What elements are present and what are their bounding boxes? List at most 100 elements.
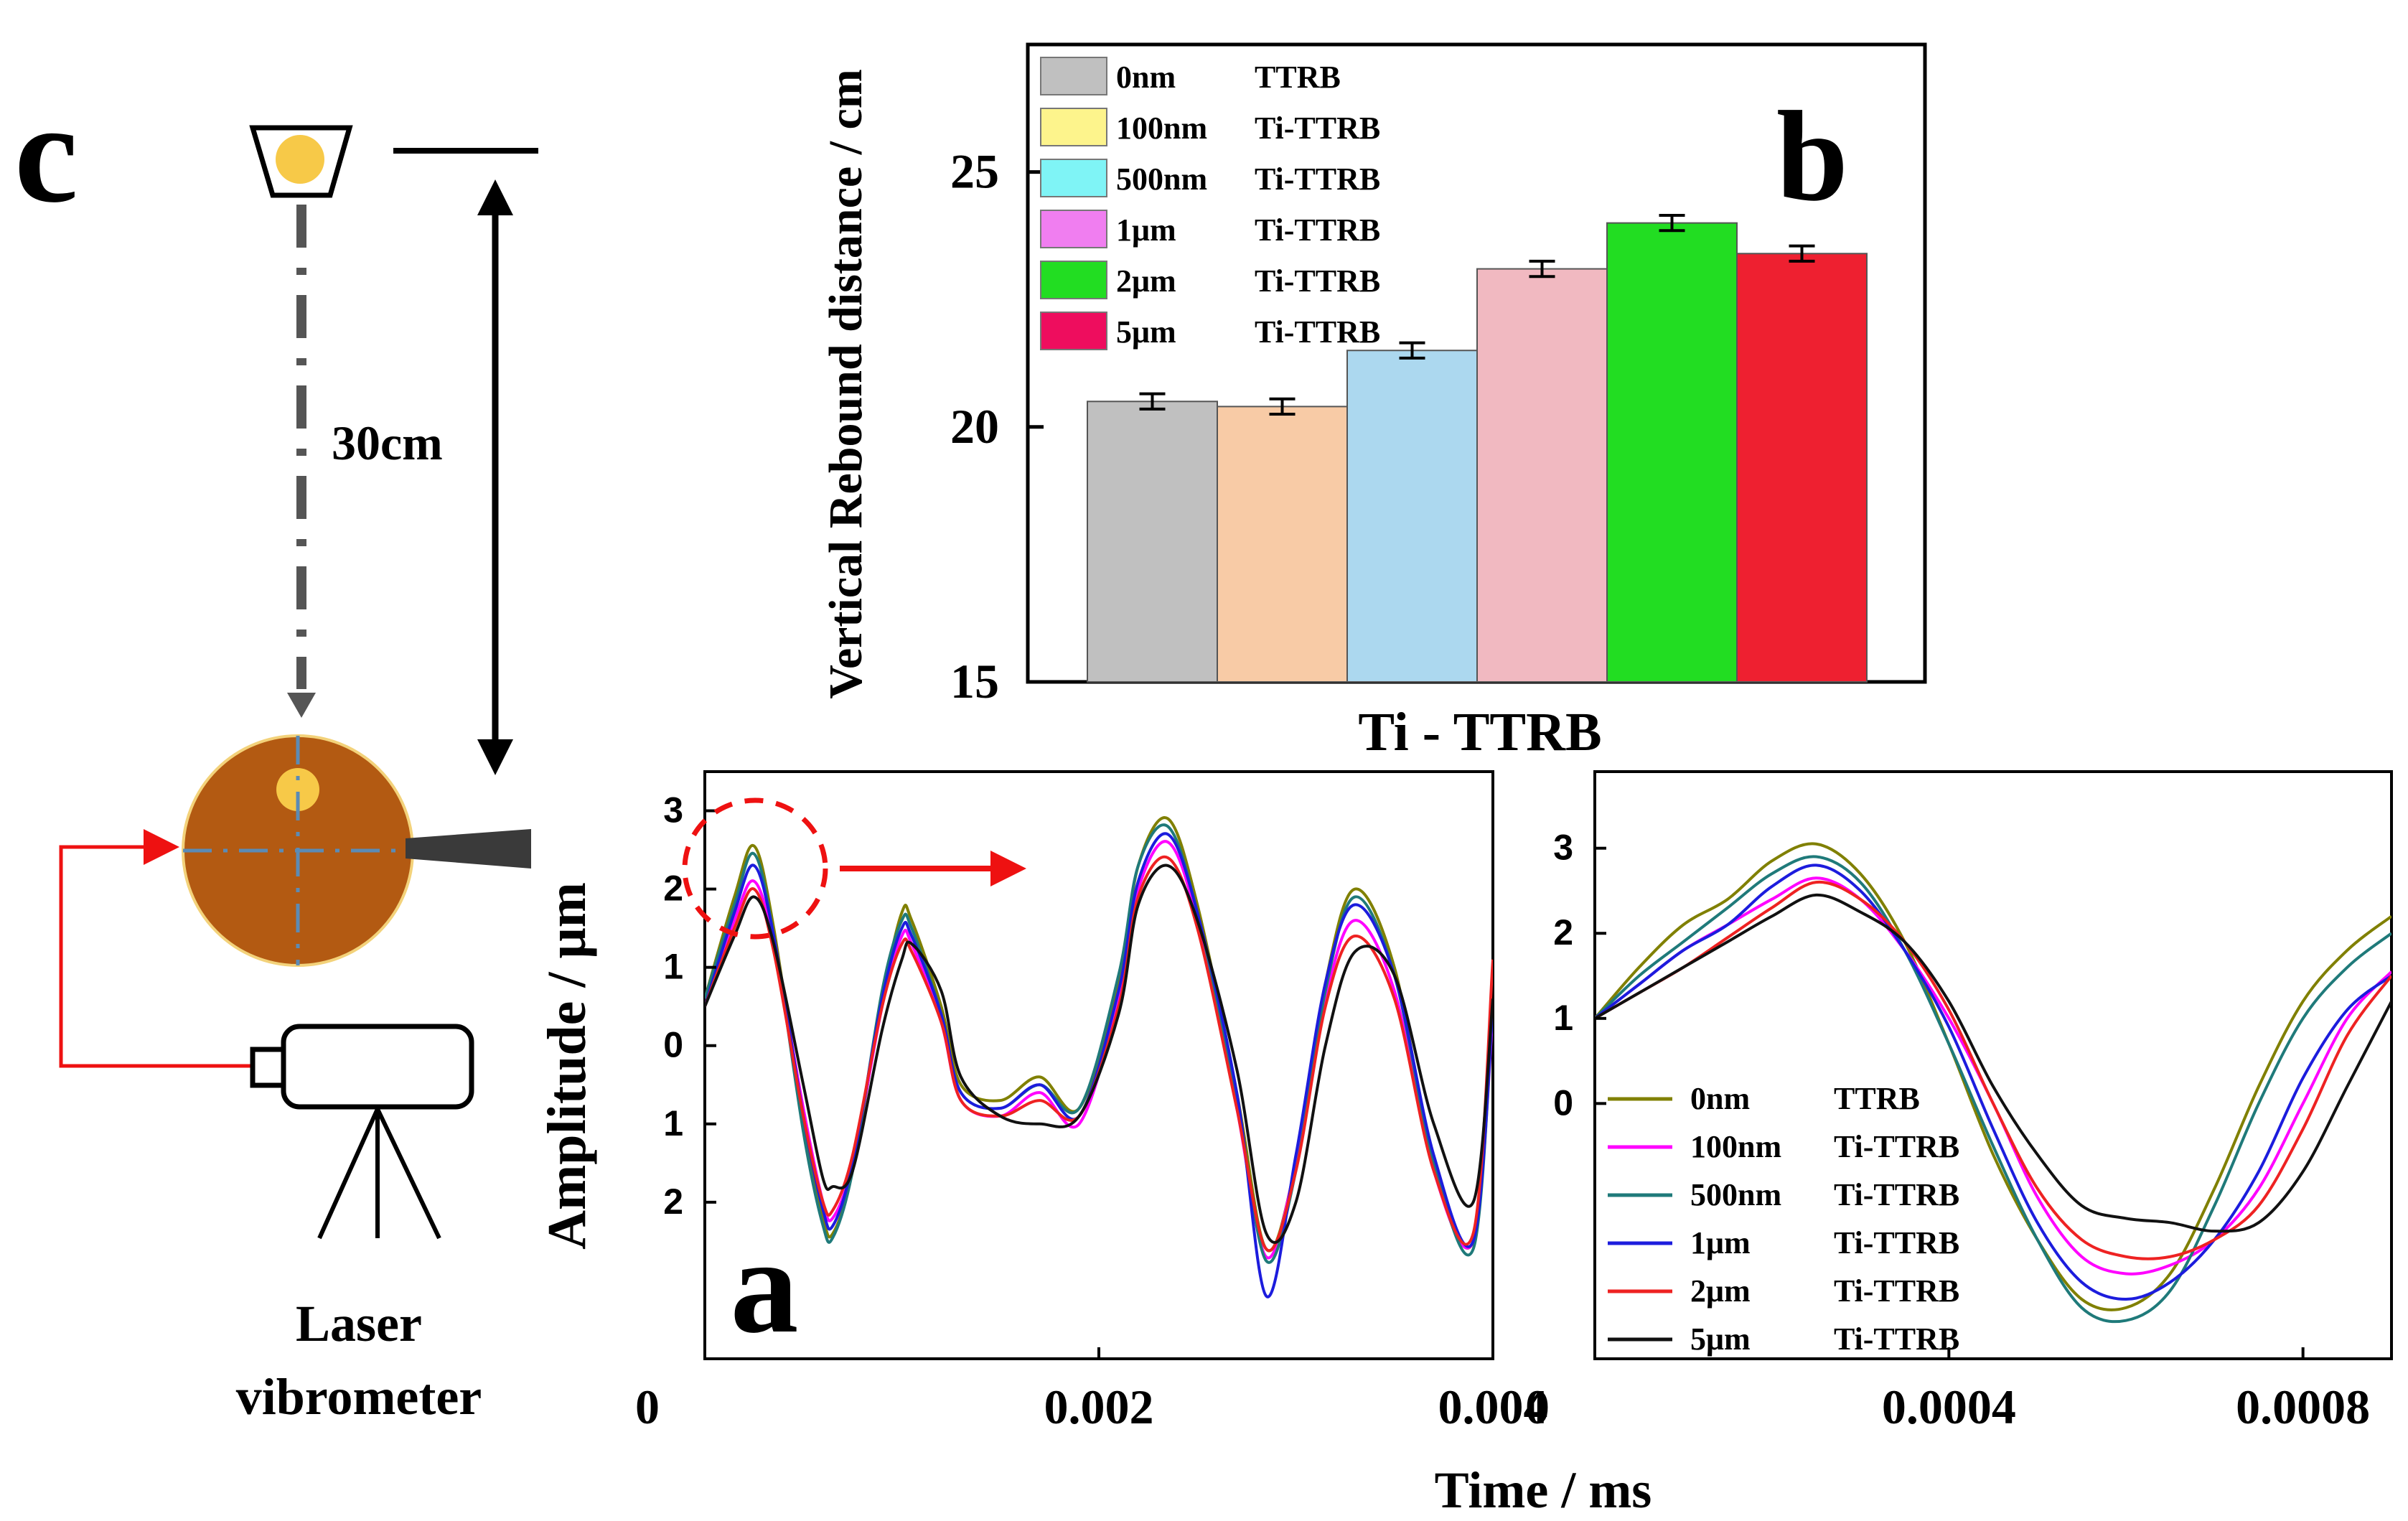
legend-swatch-0 (1040, 57, 1107, 95)
vibration-chart-y-ticks: 3 2 1 0 1 2 (663, 790, 716, 1222)
legend-size-3: 1μm (1116, 212, 1176, 248)
tripod-leg-right (375, 1108, 441, 1240)
legend-swatch-3 (1040, 210, 1107, 248)
zoom-series-2 (1595, 855, 2391, 1324)
vibrometer-body (281, 1024, 474, 1110)
legend-swatch-4 (1040, 261, 1107, 299)
vib-y-tick-label-2: 1 (663, 947, 683, 987)
legend-name-1: Ti-TTRB (1255, 111, 1380, 146)
signal-feedback-line (59, 829, 284, 1068)
setup-schematic: c 30cm Laser vibrometer (14, 74, 538, 1426)
zoom-legend-size-2: 500nm (1690, 1177, 1781, 1212)
bar-0 (1087, 401, 1218, 683)
zoom-chart-x-ticks: 0 0.0004 0.0008 (1525, 1347, 2370, 1434)
legend-size-2: 500nm (1116, 162, 1207, 197)
bar-chart-y-ticks: 15 20 25 (950, 144, 1044, 708)
bar-y-tick-label-1: 20 (950, 399, 999, 454)
arrow-up-icon (477, 179, 513, 215)
legend-size-4: 2μm (1116, 263, 1176, 299)
zoom-y-tick-label-1: 2 (1553, 912, 1573, 953)
laser-beam-icon (406, 829, 531, 869)
bar-chart-panel: 15 20 25 0nm TTRB 100nm Ti-TTRB 500nm Ti-TTRB 1μ… (820, 42, 1927, 762)
legend-swatch-2 (1040, 159, 1107, 197)
zoom-legend-name-0: TTRB (1834, 1081, 1920, 1116)
panel-label-a: a (731, 1211, 799, 1362)
zoom-legend-size-3: 1μm (1690, 1225, 1751, 1260)
vib-x-tick-label-1: 0.002 (1044, 1380, 1154, 1434)
vib-x-tick-label-2: 0.004 (1438, 1380, 1548, 1434)
zoom-legend-size-1: 100nm (1690, 1129, 1781, 1164)
bar-4 (1606, 222, 1738, 683)
panel-label-b: b (1776, 85, 1848, 228)
legend-swatch-1 (1040, 108, 1107, 146)
vibrometer-lens-icon (250, 1047, 286, 1088)
vibration-chart-panel: 3 2 1 0 1 2 0 0.002 0.004 Amplitude / μm a (537, 770, 1548, 1434)
vibration-chart-x-ticks: 0 0.002 0.004 (635, 1347, 1548, 1434)
legend-name-2: Ti-TTRB (1255, 162, 1380, 197)
zoom-series-0 (1595, 842, 2391, 1311)
zoom-legend-name-2: Ti-TTRB (1834, 1177, 1959, 1212)
zoom-series-3 (1595, 864, 2391, 1301)
bar-3 (1476, 268, 1608, 683)
vib-series-3 (705, 832, 1493, 1298)
zoom-legend-name-3: Ti-TTRB (1834, 1225, 1959, 1260)
legend-size-5: 5μm (1116, 314, 1176, 350)
zoom-x-tick-label-0: 0 (1525, 1380, 1550, 1434)
ball-icon (276, 135, 324, 184)
arrow-down-icon (477, 739, 513, 775)
zoom-y-tick-label-0: 3 (1553, 828, 1573, 868)
vib-y-tick-label-1: 2 (663, 869, 683, 909)
vibrometer-label-1: Laser (296, 1295, 422, 1352)
vib-y-tick-label-5: 2 (663, 1181, 683, 1222)
bar-y-tick-label-0: 15 (950, 654, 999, 708)
vibrometer-label-2: vibrometer (236, 1368, 482, 1426)
zoom-x-tick-label-1: 0.0004 (1882, 1380, 2016, 1434)
bar-chart-legend: 0nm TTRB 100nm Ti-TTRB 500nm Ti-TTRB 1μm Ti-TTR… (1040, 57, 1380, 350)
bar-chart-y-label: Vertical Rebound distance / cm (820, 69, 872, 699)
bar-chart-x-label: Ti - TTRB (1358, 702, 1601, 762)
zoom-y-tick-label-3: 0 (1553, 1082, 1573, 1123)
drop-arrowhead-icon (287, 693, 316, 718)
zoom-chart-frame (1593, 770, 2393, 1360)
zoom-series-5 (1595, 893, 2391, 1233)
zoom-legend-name-5: Ti-TTRB (1834, 1321, 1959, 1357)
zoom-chart-y-ticks: 3 2 1 0 (1553, 828, 1606, 1123)
vib-series-5 (705, 864, 1493, 1244)
zoom-x-tick-label-2: 0.0008 (2236, 1380, 2370, 1434)
vib-y-tick-label-4: 1 (663, 1103, 683, 1143)
zoom-region-circle (682, 797, 828, 940)
bar-2 (1346, 350, 1478, 683)
zoom-series-4 (1595, 880, 2391, 1260)
legend-swatch-5 (1040, 312, 1107, 350)
legend-size-1: 100nm (1116, 111, 1207, 146)
zoom-chart-panel: 3 2 1 0 0 0.0004 0.0008 0nm TTRB 100nm Ti-TTRB 50… (1525, 770, 2393, 1434)
bar-1 (1217, 406, 1348, 683)
bar-5 (1736, 253, 1868, 683)
bar-chart-bars (1087, 213, 1868, 683)
vib-y-tick-label-3: 0 (663, 1025, 683, 1065)
zoom-chart-legend: 0nm TTRB 100nm Ti-TTRB 500nm Ti-TTRB 1μm Ti-TTR… (1608, 1081, 1959, 1357)
distance-label: 30cm (332, 416, 443, 470)
vib-series-2 (705, 823, 1493, 1264)
zoom-y-tick-label-2: 1 (1553, 998, 1573, 1038)
vib-y-tick-label-0: 3 (663, 790, 683, 830)
vibration-chart-lines (705, 816, 1493, 1298)
legend-name-0: TTRB (1255, 60, 1341, 95)
zoom-legend-size-0: 0nm (1690, 1081, 1750, 1116)
zoom-arrow-icon (990, 851, 1026, 886)
legend-name-5: Ti-TTRB (1255, 314, 1380, 350)
legend-name-3: Ti-TTRB (1255, 212, 1380, 248)
legend-name-4: Ti-TTRB (1255, 263, 1380, 299)
zoom-legend-name-4: Ti-TTRB (1834, 1273, 1959, 1309)
ball-on-plate-icon (276, 768, 319, 811)
zoom-legend-size-5: 5μm (1690, 1321, 1751, 1357)
zoom-chart-lines (1595, 842, 2391, 1324)
bar-y-tick-label-2: 25 (950, 144, 999, 199)
shared-x-label: Time / ms (1435, 1461, 1652, 1519)
tripod-leg-left (317, 1108, 380, 1240)
vibration-chart-y-label: Amplitude / μm (537, 882, 597, 1250)
zoom-legend-name-1: Ti-TTRB (1834, 1129, 1959, 1164)
panel-label-c: c (14, 74, 78, 233)
